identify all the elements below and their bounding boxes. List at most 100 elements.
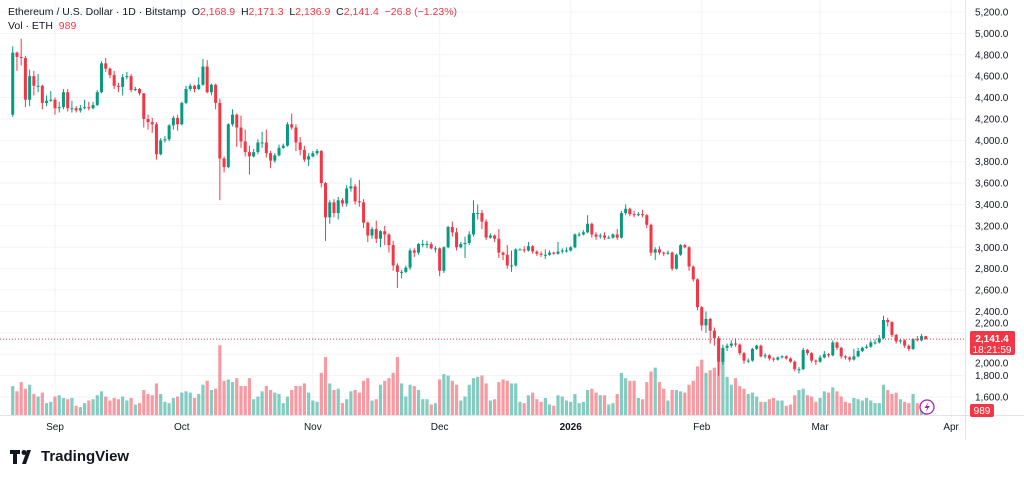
candle-body <box>70 108 74 110</box>
candle-body <box>252 152 256 157</box>
candle-body <box>205 66 209 93</box>
candle-body <box>814 360 818 362</box>
volume-bar <box>425 399 429 415</box>
candle-body <box>19 56 23 58</box>
candle-body <box>624 208 628 214</box>
candle-body <box>159 140 163 155</box>
candle-body <box>700 307 704 326</box>
price-tick-label: 3,000.0 <box>975 243 1009 254</box>
candle-body <box>374 229 378 239</box>
candle-body <box>843 356 847 358</box>
volume-bar <box>28 384 32 415</box>
open-label: O <box>191 6 201 18</box>
volume-bar <box>818 397 822 415</box>
alert-lightning-icon[interactable] <box>919 399 935 415</box>
volume-bar <box>670 390 674 415</box>
candle-body <box>738 344 742 354</box>
price-axis[interactable]: 5,200.0 5,000.0 4,800.0 4,600.0 4,400.0 4,200… <box>975 8 1009 404</box>
volume-bar <box>522 403 526 415</box>
volume-bar <box>340 403 345 415</box>
price-tick-label: 1,800.0 <box>975 371 1009 382</box>
price-badge: 2,141.4 18:21:59 <box>970 331 1015 356</box>
candle-body <box>493 235 497 239</box>
volume-bar <box>188 392 192 415</box>
price-tick-label: 5,200.0 <box>975 8 1009 19</box>
volume-bar <box>391 372 395 415</box>
volume-bar <box>104 396 108 415</box>
candle-body <box>746 360 750 362</box>
volume-bar <box>121 396 125 415</box>
volume-bar <box>323 357 328 415</box>
candle-body <box>78 108 82 111</box>
volume-bar <box>454 384 459 415</box>
price-tick-label: 1,600.0 <box>975 393 1009 404</box>
price-tick-label: 3,600.0 <box>975 179 1009 190</box>
candle-body <box>869 342 873 347</box>
candle-body <box>712 330 716 339</box>
volume-bar <box>793 395 797 415</box>
candle-body <box>57 107 61 109</box>
candle-body <box>87 107 91 109</box>
volume-bar <box>112 397 116 415</box>
volume-bar <box>700 359 704 415</box>
volume-bar <box>163 401 167 415</box>
price-tick-label: 5,000.0 <box>975 29 1009 40</box>
candle-body <box>480 213 484 222</box>
candle-body <box>691 266 695 280</box>
candle-body <box>767 355 771 359</box>
candle-body <box>704 318 708 326</box>
candle-body <box>378 231 382 239</box>
candle-body <box>408 250 412 268</box>
candle-body <box>163 139 167 141</box>
candle-body <box>281 145 285 148</box>
candle-body <box>112 75 116 86</box>
candle-body <box>484 221 488 238</box>
close-label: C <box>336 6 344 18</box>
candle-body <box>763 355 767 357</box>
candle-body <box>641 214 645 216</box>
volume-bar <box>894 392 898 415</box>
volume-bar <box>721 351 725 415</box>
candle-body <box>539 253 543 255</box>
volume-bar <box>167 403 171 415</box>
candle-body <box>214 84 218 103</box>
candle-body <box>518 249 522 251</box>
candle-body <box>319 151 323 184</box>
candle-body <box>505 254 509 266</box>
candle-body <box>184 89 188 103</box>
volume-bar <box>704 372 708 415</box>
volume-bar <box>771 397 776 415</box>
symbol-legend-row[interactable]: Ethereum / U.S. Dollar · 1D · Bitstamp O… <box>8 6 458 18</box>
candle-body <box>362 202 366 223</box>
candle-body <box>856 351 860 357</box>
candle-body <box>903 340 907 346</box>
candle-body <box>197 84 201 89</box>
candle-body <box>662 252 666 254</box>
volume-bar <box>205 380 209 415</box>
time-tick-label: Dec <box>431 422 449 433</box>
tradingview-logo[interactable]: TradingView <box>10 448 129 465</box>
volume-bar <box>15 391 19 415</box>
volume-badge-value: 989 <box>974 406 991 417</box>
volume-bar <box>733 378 738 415</box>
price-chart[interactable]: 5,200.0 5,000.0 4,800.0 4,600.0 4,400.0 4,200… <box>0 0 1024 440</box>
candle-body <box>49 99 53 101</box>
volume-bar <box>19 382 23 415</box>
price-tick-label: 2,000.0 <box>975 359 1009 370</box>
candle-body <box>708 318 712 331</box>
time-tick-label: Mar <box>811 422 829 433</box>
volume-bar <box>645 382 649 415</box>
candle-body <box>188 85 192 89</box>
volume-bar <box>260 391 264 415</box>
candle-body <box>400 271 404 273</box>
volume-bar <box>848 403 852 415</box>
volume-bar <box>463 396 467 415</box>
candle-body <box>471 213 475 235</box>
volume-legend-row[interactable]: Vol · ETH 989 <box>8 19 457 33</box>
candle-body <box>526 246 530 251</box>
time-axis[interactable]: Sep Oct Nov Dec 2026 Feb Mar Apr <box>46 422 959 433</box>
volume-bar <box>471 378 476 415</box>
candle-body <box>138 89 142 94</box>
candle-body <box>311 153 315 157</box>
volume-bar <box>412 386 416 415</box>
